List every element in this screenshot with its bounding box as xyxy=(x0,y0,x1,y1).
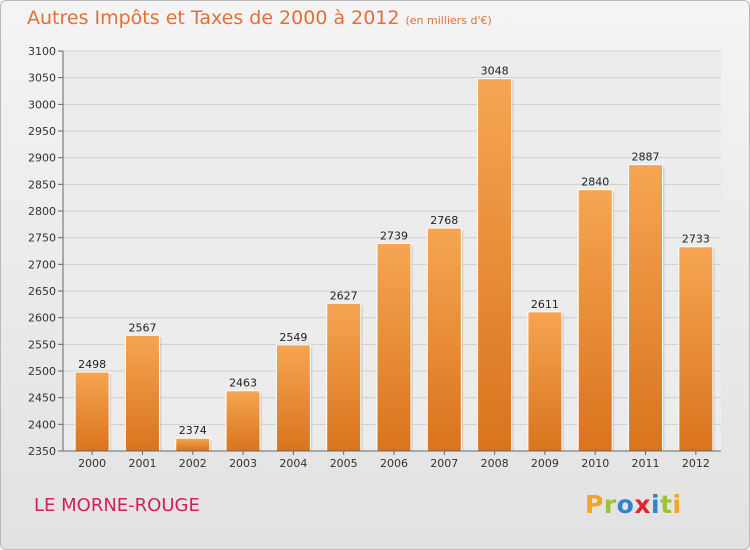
x-tick-label-2007: 2007 xyxy=(430,457,458,470)
x-tick-label-2001: 2001 xyxy=(128,457,156,470)
y-tick-label: 2900 xyxy=(28,152,56,165)
y-tick-label: 2450 xyxy=(28,392,56,405)
x-tick-label-2006: 2006 xyxy=(380,457,408,470)
x-tick-label-2012: 2012 xyxy=(682,457,710,470)
y-tick-label: 2800 xyxy=(28,205,56,218)
x-tick-label-2004: 2004 xyxy=(279,457,307,470)
data-label-2000: 2498 xyxy=(78,358,106,371)
y-tick-label: 2850 xyxy=(28,178,56,191)
logo-letter: t xyxy=(660,490,673,519)
bar-2008 xyxy=(477,78,513,452)
x-tick-label-2010: 2010 xyxy=(581,457,609,470)
bar-2000 xyxy=(74,371,110,452)
title-text: Autres Impôts et Taxes de 2000 à 2012 xyxy=(27,7,400,29)
data-label-2006: 2739 xyxy=(380,230,408,243)
y-tick-label: 2550 xyxy=(28,338,56,351)
bar-2011 xyxy=(628,164,664,452)
y-tick-label: 2350 xyxy=(28,445,56,458)
x-tick-label-2009: 2009 xyxy=(531,457,559,470)
logo-letter: x xyxy=(634,490,651,519)
bar-2004 xyxy=(275,344,311,452)
bar-2012 xyxy=(678,246,714,452)
bar-2005 xyxy=(326,302,362,452)
y-tick-label: 3100 xyxy=(28,45,56,58)
bar-2006 xyxy=(376,243,412,452)
x-tick-label-2002: 2002 xyxy=(179,457,207,470)
data-label-2005: 2627 xyxy=(330,289,358,302)
data-label-2010: 2840 xyxy=(581,176,609,189)
logo-letter: i xyxy=(672,490,682,519)
data-label-2008: 3048 xyxy=(481,65,509,78)
data-label-2002: 2374 xyxy=(179,424,207,437)
bar-2010 xyxy=(577,189,613,452)
y-tick-label: 2600 xyxy=(28,312,56,325)
data-label-2004: 2549 xyxy=(279,331,307,344)
bar-2007 xyxy=(426,227,462,452)
y-tick-label: 3000 xyxy=(28,98,56,111)
data-label-2011: 2887 xyxy=(632,151,660,164)
logo-letter: i xyxy=(651,490,661,519)
data-label-2009: 2611 xyxy=(531,298,559,311)
chart-title: Autres Impôts et Taxes de 2000 à 2012 (en… xyxy=(27,7,492,29)
logo-letter: P xyxy=(585,490,604,519)
x-tick-label-2008: 2008 xyxy=(481,457,509,470)
y-tick-label: 2500 xyxy=(28,365,56,378)
bar-2009 xyxy=(527,311,563,452)
chart-subtitle: (en milliers d'€) xyxy=(405,14,492,27)
x-tick-label-2011: 2011 xyxy=(632,457,660,470)
bar-2003 xyxy=(225,390,261,452)
proxiti-logo[interactable]: Proxiti xyxy=(585,490,682,519)
data-label-2001: 2567 xyxy=(128,321,156,334)
bar-2001 xyxy=(124,334,160,452)
y-tick-label: 3050 xyxy=(28,72,56,85)
logo-letter: r xyxy=(603,490,617,519)
data-label-2007: 2768 xyxy=(430,214,458,227)
y-tick-label: 2950 xyxy=(28,125,56,138)
x-tick-label-2003: 2003 xyxy=(229,457,257,470)
logo-letter: o xyxy=(616,490,635,519)
y-tick-label: 2700 xyxy=(28,258,56,271)
data-label-2003: 2463 xyxy=(229,377,257,390)
y-tick-label: 2650 xyxy=(28,285,56,298)
bar-2002 xyxy=(175,437,211,452)
x-tick-label-2000: 2000 xyxy=(78,457,106,470)
y-tick-label: 2750 xyxy=(28,232,56,245)
place-name: LE MORNE-ROUGE xyxy=(34,495,200,516)
x-tick-label-2005: 2005 xyxy=(330,457,358,470)
y-tick-label: 2400 xyxy=(28,418,56,431)
data-label-2012: 2733 xyxy=(682,233,710,246)
